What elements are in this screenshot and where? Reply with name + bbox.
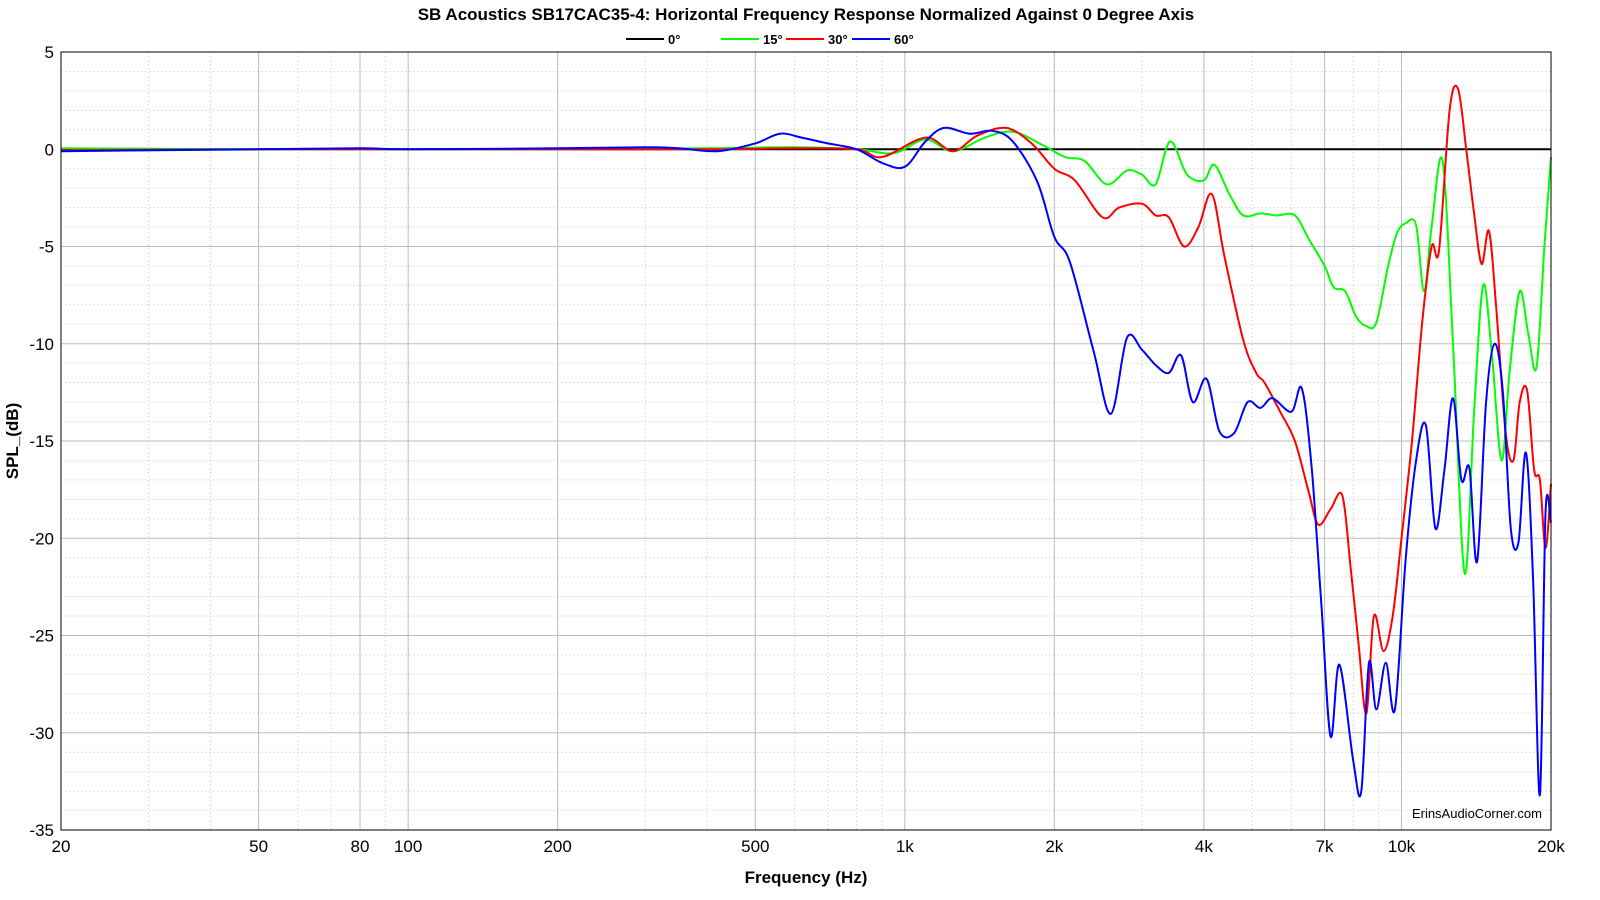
x-tick-label: 50 [249,837,268,856]
y-tick-label: -25 [29,627,54,646]
x-tick-label: 200 [543,837,571,856]
y-tick-label: -35 [29,821,54,840]
x-tick-label: 20k [1537,837,1565,856]
legend-label: 0° [668,32,680,47]
series-line [60,130,1552,575]
x-tick-label: 100 [394,837,422,856]
legend-label: 30° [828,32,848,47]
watermark: ErinsAudioCorner.com [1412,806,1542,821]
y-tick-label: -20 [29,529,54,548]
x-tick-label: 500 [741,837,769,856]
y-tick-label: -30 [29,724,54,743]
y-tick-label: 5 [45,43,54,62]
y-tick-label: -10 [29,335,54,354]
plot-frame [60,51,1552,831]
x-tick-label: 2k [1045,837,1063,856]
x-tick-label: 7k [1316,837,1334,856]
legend-label: 15° [763,32,783,47]
x-tick-label: 80 [351,837,370,856]
y-tick-label: -5 [39,238,54,257]
x-tick-label: 20 [52,837,71,856]
x-tick-label: 4k [1195,837,1213,856]
series-line [60,126,1552,798]
x-tick-label: 10k [1388,837,1416,856]
y-tick-label: 0 [45,140,54,159]
y-tick-label: -15 [29,432,54,451]
series-line [60,84,1552,715]
x-tick-labels: 20 50 80 100 200 500 1k 2k 4k 7k 10k 20k [52,837,1566,856]
y-axis-label: SPL_(dB) [3,403,22,480]
series-layer [60,84,1552,798]
x-axis-label: Frequency (Hz) [745,868,868,887]
chart-title: SB Acoustics SB17CAC35-4: Horizontal Fre… [418,5,1195,24]
y-tick-labels: 5 0 -5 -10 -15 -20 -25 -30 -35 [29,43,54,840]
x-tick-label: 1k [896,837,914,856]
legend: 0° 15° 30° 60° [626,32,914,47]
legend-label: 60° [894,32,914,47]
